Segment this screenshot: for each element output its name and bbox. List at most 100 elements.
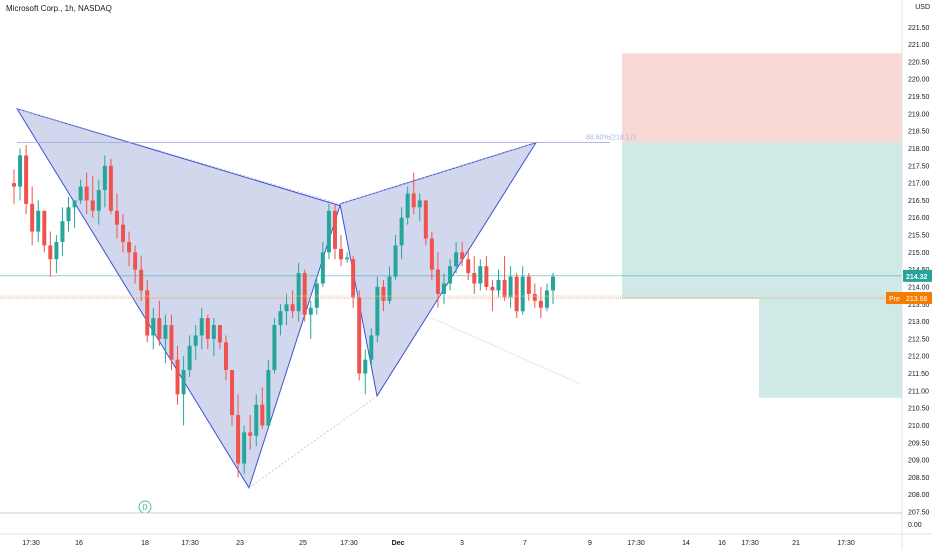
candle: [502, 255, 507, 301]
candle: [30, 186, 35, 246]
y-tick-label: 209.00: [908, 458, 930, 465]
last-price-tag: [903, 269, 932, 282]
candle: [266, 359, 271, 429]
candle-body: [90, 200, 95, 211]
candle: [84, 172, 89, 215]
profit-zone-upper[interactable]: [622, 142, 902, 300]
candle-body: [393, 245, 398, 277]
candle: [151, 307, 156, 350]
dividend-marker[interactable]: D: [138, 500, 152, 514]
x-tick-label: 21: [792, 540, 800, 547]
candle: [217, 325, 222, 350]
candle-body: [544, 290, 549, 308]
candle: [260, 387, 265, 429]
x-tick-label: 17:30: [741, 540, 759, 547]
candle: [193, 325, 198, 360]
candle-body: [78, 186, 83, 201]
candle-body: [96, 190, 101, 211]
candle: [205, 314, 210, 350]
candle-body: [375, 286, 380, 336]
candle-body: [381, 286, 386, 301]
x-tick-label: 23: [236, 540, 244, 547]
candle-body: [217, 325, 222, 343]
candle-body: [484, 266, 489, 287]
candle-body: [435, 269, 440, 294]
candle-body: [24, 155, 29, 204]
candle: [351, 255, 356, 308]
x-tick-label: Dec: [392, 540, 405, 547]
candle: [417, 193, 422, 222]
candle-body: [290, 304, 295, 312]
candle-body: [514, 276, 519, 312]
candle: [121, 214, 126, 253]
candle-body: [345, 257, 350, 260]
candle: [496, 269, 501, 298]
volume-axis-label: 0.00: [908, 522, 922, 529]
candle-body: [339, 248, 344, 260]
pre-market-tag: [886, 292, 932, 305]
y-tick-label: 214.00: [908, 284, 930, 291]
y-tick-label: 210.50: [908, 406, 930, 413]
y-tick-label: 209.50: [908, 440, 930, 447]
dividend-label: D: [142, 505, 147, 512]
candle-body: [36, 210, 41, 232]
candle: [60, 207, 65, 256]
candle: [423, 200, 428, 246]
candle: [411, 172, 416, 215]
candle-body: [248, 432, 253, 436]
y-tick-label: 221.50: [908, 25, 930, 32]
candle: [520, 266, 525, 315]
candle: [363, 349, 368, 395]
candle-body: [472, 273, 477, 284]
x-tick-label: 7: [523, 540, 527, 547]
y-tick-label: 213.00: [908, 319, 930, 326]
candle: [308, 300, 313, 339]
candle: [532, 283, 537, 308]
candle-body: [199, 318, 204, 336]
candle: [66, 196, 71, 232]
candle-body: [387, 276, 392, 301]
profit-zone-lower[interactable]: [759, 298, 902, 398]
candle: [230, 370, 235, 426]
candle-body: [490, 286, 495, 291]
y-tick-label: 221.00: [908, 42, 930, 49]
pre-market-label: Pre: [889, 296, 900, 303]
candle-body: [163, 325, 168, 339]
candle-body: [236, 415, 241, 464]
stop-loss-zone[interactable]: [622, 53, 902, 143]
candle-body: [66, 207, 71, 222]
candle: [242, 425, 247, 474]
candle: [12, 169, 16, 204]
candle-body: [351, 259, 356, 298]
candle-body: [108, 165, 113, 211]
candle: [369, 328, 374, 367]
candle-body: [266, 370, 271, 426]
y-tick-label: 208.00: [908, 492, 930, 499]
y-tick-label: 213.50: [908, 302, 930, 309]
candle-body: [538, 300, 543, 308]
candle: [441, 273, 446, 305]
y-tick-label: 210.00: [908, 423, 930, 430]
candle-body: [429, 238, 434, 270]
candle-body: [308, 307, 313, 315]
candle-body: [121, 224, 126, 242]
candle-body: [399, 217, 404, 246]
candle-body: [181, 370, 186, 395]
y-tick-label: 215.50: [908, 233, 930, 240]
candle-body: [357, 297, 362, 374]
x-tick-label: 14: [682, 540, 690, 547]
candle-body: [508, 276, 513, 298]
y-tick-label: 219.50: [908, 94, 930, 101]
candle-body: [448, 266, 453, 284]
currency-label[interactable]: USD: [915, 4, 930, 11]
y-tick-label: 212.50: [908, 336, 930, 343]
candle: [429, 231, 434, 281]
candle: [466, 248, 471, 281]
candle-body: [441, 283, 446, 294]
candle: [320, 241, 325, 287]
candle: [405, 186, 410, 225]
candle: [133, 245, 138, 284]
candle: [254, 394, 259, 447]
candle-body: [260, 404, 265, 426]
